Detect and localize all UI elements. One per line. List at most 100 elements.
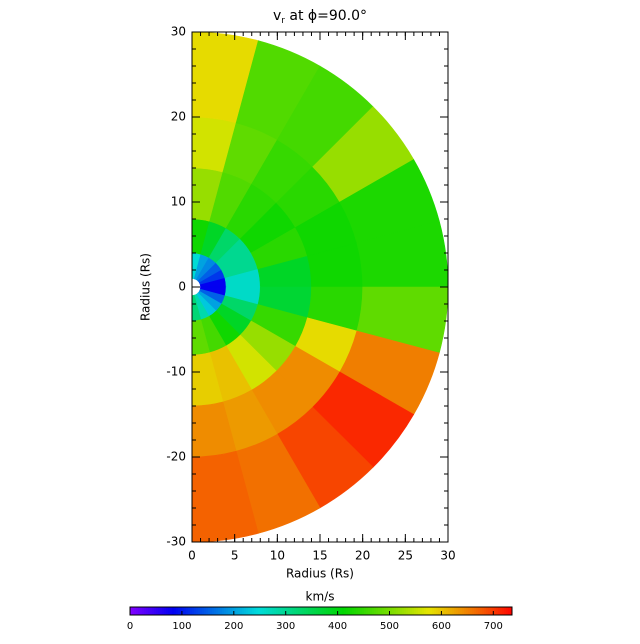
colorbar-swatch — [214, 607, 217, 615]
colorbar-swatch — [164, 607, 167, 615]
colorbar-swatch — [158, 607, 161, 615]
y-tick-label: -10 — [166, 365, 186, 379]
colorbar-swatch — [148, 607, 151, 615]
colorbar-swatch — [320, 607, 323, 615]
colorbar-swatch — [224, 607, 227, 615]
title-sub: r — [281, 16, 285, 26]
colorbar-tick-label: 700 — [484, 621, 503, 632]
colorbar-swatch — [468, 607, 471, 615]
x-tick-label: 15 — [312, 549, 327, 563]
colorbar-swatch — [174, 607, 177, 615]
colorbar-swatch — [216, 607, 219, 615]
colorbar-swatch — [488, 607, 491, 615]
colorbar-swatch — [230, 607, 233, 615]
x-tick-label: 20 — [355, 549, 370, 563]
colorbar-tick-label: 500 — [380, 621, 399, 632]
colorbar-swatch — [178, 607, 181, 615]
colorbar-swatch — [400, 607, 403, 615]
colorbar-swatch — [418, 607, 421, 615]
colorbar-swatch — [402, 607, 405, 615]
colorbar-swatch — [146, 607, 149, 615]
colorbar-swatch — [366, 607, 369, 615]
y-tick-label: 30 — [171, 25, 186, 39]
colorbar-swatch — [474, 607, 477, 615]
y-tick-label: -30 — [166, 535, 186, 549]
x-tick-label: 0 — [188, 549, 196, 563]
colorbar-swatch — [410, 607, 413, 615]
colorbar-swatch — [396, 607, 399, 615]
colorbar-swatch — [142, 607, 145, 615]
colorbar-tick-label: 300 — [276, 621, 295, 632]
colorbar-swatch — [412, 607, 415, 615]
x-tick-label: 25 — [398, 549, 413, 563]
colorbar-swatch — [172, 607, 175, 615]
colorbar-swatch — [314, 607, 317, 615]
colorbar-swatch — [352, 607, 355, 615]
colorbar-swatch — [254, 607, 257, 615]
colorbar-swatch — [228, 607, 231, 615]
colorbar-swatch — [484, 607, 487, 615]
colorbar-swatch — [272, 607, 275, 615]
colorbar-swatch — [170, 607, 173, 615]
colorbar-swatch — [246, 607, 249, 615]
colorbar-swatch — [270, 607, 273, 615]
colorbar-swatch — [312, 607, 315, 615]
colorbar-swatch — [220, 607, 223, 615]
colorbar-swatch — [348, 607, 351, 615]
colorbar-swatch — [268, 607, 271, 615]
colorbar-swatch — [392, 607, 395, 615]
colorbar-swatch — [364, 607, 367, 615]
colorbar-swatch — [132, 607, 135, 615]
colorbar-swatch — [144, 607, 147, 615]
colorbar-swatch — [204, 607, 207, 615]
colorbar-swatch — [154, 607, 157, 615]
colorbar-swatch — [218, 607, 221, 615]
colorbar-swatch — [222, 607, 225, 615]
colorbar-swatch — [334, 607, 337, 615]
colorbar-swatch — [168, 607, 171, 615]
y-axis-label: Radius (Rs) — [139, 253, 153, 321]
colorbar-swatch — [292, 607, 295, 615]
colorbar-swatch — [244, 607, 247, 615]
colorbar-swatch — [162, 607, 165, 615]
colorbar-swatch — [134, 607, 137, 615]
colorbar-swatch — [450, 607, 453, 615]
colorbar-swatch — [456, 607, 459, 615]
colorbar-swatch — [508, 607, 511, 615]
colorbar-swatch — [476, 607, 479, 615]
colorbar-swatch — [382, 607, 385, 615]
colorbar-swatch — [458, 607, 461, 615]
colorbar-swatch — [374, 607, 377, 615]
colorbar-swatch — [212, 607, 215, 615]
colorbar-tick-label: 100 — [172, 621, 191, 632]
colorbar-swatch — [286, 607, 289, 615]
colorbar-swatch — [156, 607, 159, 615]
colorbar-swatch — [260, 607, 263, 615]
colorbar-swatch — [338, 607, 341, 615]
x-tick-label: 5 — [231, 549, 239, 563]
colorbar-swatch — [310, 607, 313, 615]
colorbar-swatch — [404, 607, 407, 615]
colorbar-swatch — [436, 607, 439, 615]
colorbar-swatch — [296, 607, 299, 615]
colorbar-swatch — [346, 607, 349, 615]
colorbar-swatch — [232, 607, 235, 615]
colorbar-swatch — [362, 607, 365, 615]
colorbar-swatch — [350, 607, 353, 615]
colorbar-swatch — [454, 607, 457, 615]
colorbar-swatch — [370, 607, 373, 615]
title-rest: at ϕ=90.0° — [285, 8, 367, 24]
colorbar-swatch — [360, 607, 363, 615]
x-axis-label: Radius (Rs) — [286, 567, 354, 581]
colorbar-swatch — [238, 607, 241, 615]
colorbar-swatch — [288, 607, 291, 615]
colorbar-swatch — [502, 607, 505, 615]
colorbar-swatch — [368, 607, 371, 615]
colorbar-swatch — [250, 607, 253, 615]
colorbar-tick-label: 400 — [328, 621, 347, 632]
colorbar-swatch — [276, 607, 279, 615]
colorbar-swatch — [384, 607, 387, 615]
colorbar-swatch — [482, 607, 485, 615]
colorbar-swatch — [280, 607, 283, 615]
colorbar-swatch — [438, 607, 441, 615]
